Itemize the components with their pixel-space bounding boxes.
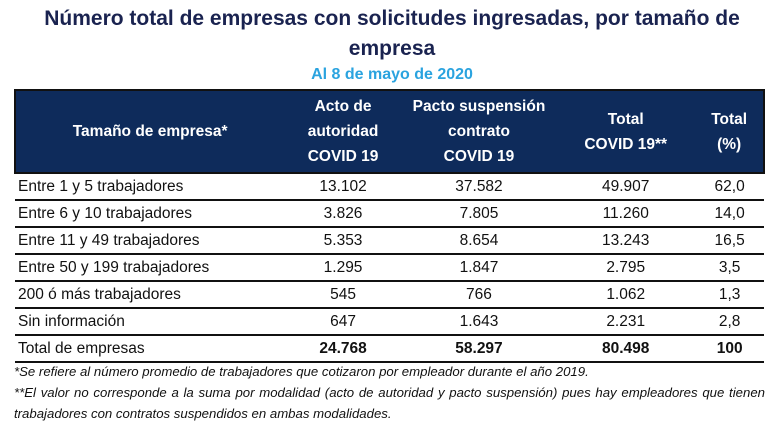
total-row: Total de empresas 24.768 58.297 80.498 100 — [15, 335, 764, 363]
cell-value: 5.353 — [284, 227, 402, 255]
row-label: Entre 11 y 49 trabajadores — [15, 227, 285, 255]
cell-value: 80.498 — [556, 335, 696, 363]
row-label: Sin información — [15, 308, 285, 336]
header-company-size: Tamaño de empresa* — [15, 90, 285, 173]
cell-value: 2.795 — [556, 254, 696, 282]
cell-value: 13.102 — [284, 173, 402, 201]
cell-value: 3,5 — [695, 254, 764, 282]
cell-value: 1.295 — [284, 254, 402, 282]
header-row: Tamaño de empresa* Acto de autoridad COV… — [15, 90, 764, 173]
cell-value: 3.826 — [284, 200, 402, 228]
cell-value: 49.907 — [556, 173, 696, 201]
table-row: Entre 50 y 199 trabajadores 1.295 1.847 2.7… — [15, 254, 764, 282]
row-label: Entre 1 y 5 trabajadores — [15, 173, 285, 201]
cell-value: 13.243 — [556, 227, 696, 255]
cell-value: 1.062 — [556, 281, 696, 309]
cell-value: 37.582 — [401, 173, 557, 201]
cell-value: 11.260 — [556, 200, 696, 228]
cell-value: 24.768 — [284, 335, 402, 363]
cell-value: 16,5 — [695, 227, 764, 255]
row-label: Entre 6 y 10 trabajadores — [15, 200, 285, 228]
header-total-percent: Total (%) — [695, 90, 764, 173]
cell-value: 2.231 — [556, 308, 696, 336]
footnotes: *Se refiere al número promedio de trabaj… — [14, 361, 765, 424]
header-pacto-suspension: Pacto suspensión contrato COVID 19 — [401, 90, 557, 173]
header-acto-autoridad: Acto de autoridad COVID 19 — [284, 90, 402, 173]
footnote-2: **El valor no corresponde a la suma por … — [14, 385, 765, 421]
cell-value: 647 — [284, 308, 402, 336]
cell-value: 100 — [695, 335, 764, 363]
cell-value: 62,0 — [695, 173, 764, 201]
footnote-1: *Se refiere al número promedio de trabaj… — [14, 364, 589, 379]
cell-value: 545 — [284, 281, 402, 309]
date-subtitle: Al 8 de mayo de 2020 — [311, 66, 473, 83]
table-row: Entre 6 y 10 trabajadores 3.826 7.805 11.26… — [15, 200, 764, 228]
cell-value: 766 — [401, 281, 557, 309]
table-row: 200 ó más trabajadores 545 766 1.062 1,3 — [15, 281, 764, 309]
table-row: Entre 11 y 49 trabajadores 5.353 8.654 13.2… — [15, 227, 764, 255]
cell-value: 1.847 — [401, 254, 557, 282]
row-label: Entre 50 y 199 trabajadores — [15, 254, 285, 282]
table-row: Sin información 647 1.643 2.231 2,8 — [15, 308, 764, 336]
header-total-covid: Total COVID 19** — [556, 90, 696, 173]
cell-value: 58.297 — [401, 335, 557, 363]
companies-table: Tamaño de empresa* Acto de autoridad COV… — [14, 89, 765, 363]
cell-value: 1,3 — [695, 281, 764, 309]
cell-value: 7.805 — [401, 200, 557, 228]
row-label: 200 ó más trabajadores — [15, 281, 285, 309]
row-label: Total de empresas — [15, 335, 285, 363]
cell-value: 14,0 — [695, 200, 764, 228]
page-title: Número total de empresas con solicitudes… — [44, 7, 740, 60]
cell-value: 1.643 — [401, 308, 557, 336]
cell-value: 8.654 — [401, 227, 557, 255]
cell-value: 2,8 — [695, 308, 764, 336]
table-row: Entre 1 y 5 trabajadores 13.102 37.582 49.9… — [15, 173, 764, 201]
